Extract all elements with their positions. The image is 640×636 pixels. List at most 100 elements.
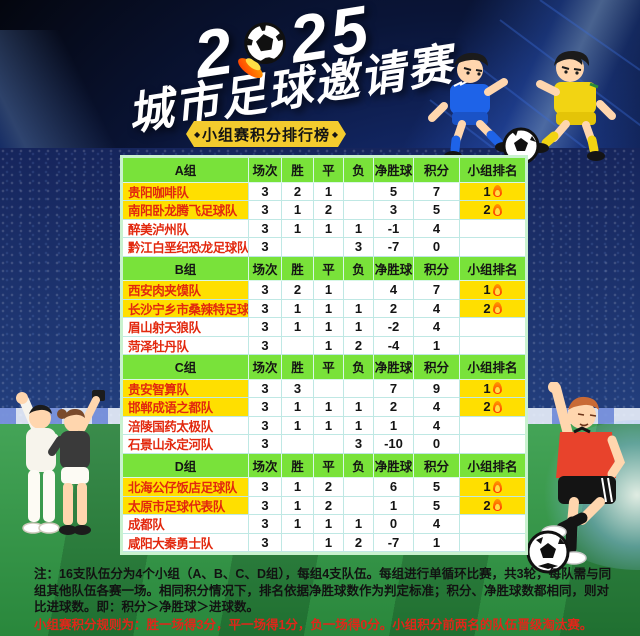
stat-cell: -4 [374, 336, 414, 355]
stat-cell: -10 [374, 435, 414, 454]
stat-cell: 0 [414, 435, 460, 454]
stat-cell: 5 [374, 182, 414, 201]
team-row: 醉美泸州队 3 1 1 1 -1 4 [123, 219, 525, 238]
stat-cell: 4 [414, 299, 460, 318]
stat-cell: 4 [414, 318, 460, 337]
subtitle-banner: ◆ 小组赛积分排行榜 ◆ [186, 121, 346, 147]
soccer-ball-flame-icon [237, 22, 286, 79]
flame-icon [492, 382, 502, 395]
standings-table: A组 场次胜平负净胜球 积分 小组排名 贵阳咖啡队 3 2 1 5 7 1 南阳卧龙腾飞足球队 3 1 2 3… [120, 155, 528, 555]
stat-cell: 3 [249, 238, 282, 257]
stat-cell: 0 [374, 515, 414, 534]
fans-illustration [16, 390, 105, 535]
column-header: 场次 [249, 158, 282, 183]
team-row: 西安肉夹馍队 3 2 1 4 7 1 [123, 281, 525, 300]
stat-cell: 3 [249, 533, 282, 552]
stat-cell: 5 [414, 201, 460, 220]
rank-cell: 1 [460, 182, 525, 201]
stat-cell [314, 238, 344, 257]
team-row: 眉山射天狼队 3 1 1 1 -2 4 [123, 318, 525, 337]
group-name-label: A组 [123, 158, 249, 183]
stat-cell: 9 [414, 379, 460, 398]
scoring-note: 小组赛积分规则为：胜一场得3分，平一场得1分，负一场得0分。小组积分前两名的队伍… [34, 617, 593, 632]
column-header: 净胜球 [374, 158, 414, 183]
stat-cell: 1 [314, 416, 344, 435]
column-header: 净胜球 [374, 355, 414, 380]
group-name-label: B组 [123, 256, 249, 281]
column-header: 积分 [414, 158, 460, 183]
column-header: 负 [344, 453, 374, 478]
group-header-row: A组 场次胜平负净胜球 积分 小组排名 [123, 158, 525, 183]
yellow-player [531, 50, 616, 161]
diamond-icon: ◆ [331, 129, 338, 139]
flame-icon [492, 203, 502, 216]
column-header: 小组排名 [460, 355, 525, 380]
group-name-label: D组 [123, 453, 249, 478]
stat-cell [282, 435, 314, 454]
column-header: 小组排名 [460, 256, 525, 281]
diamond-icon: ◆ [194, 129, 201, 139]
stat-cell: 1 [314, 398, 344, 417]
rank-cell [460, 238, 525, 257]
stat-cell: -1 [374, 219, 414, 238]
rank-cell: 1 [460, 379, 525, 398]
rank-cell: 2 [460, 496, 525, 515]
team-name-cell: 长沙宁乡市桑辣特足球队 [123, 299, 249, 318]
banner-label: 小组赛积分排行榜 [201, 126, 330, 144]
column-header: 平 [314, 256, 344, 281]
stat-cell: 1 [282, 219, 314, 238]
column-header: 平 [314, 355, 344, 380]
red-player [541, 382, 626, 565]
stat-cell [282, 533, 314, 552]
stat-cell: 3 [249, 281, 282, 300]
team-row: 成都队 3 1 1 1 0 4 [123, 515, 525, 534]
stat-cell: 7 [374, 379, 414, 398]
column-header: 负 [344, 158, 374, 183]
rank-cell [460, 318, 525, 337]
stat-cell: 3 [344, 238, 374, 257]
column-header: 胜 [282, 355, 314, 380]
rank-cell [460, 336, 525, 355]
stat-cell: 6 [374, 478, 414, 497]
flame-icon [492, 480, 502, 493]
notes-block: 注：16支队伍分为4个小组（A、B、C、D组），每组4支队伍。每组进行单循环比赛… [34, 566, 620, 633]
team-name-cell: 涪陵国药太极队 [123, 416, 249, 435]
red-player-illustration [526, 382, 626, 574]
team-name-cell: 成都队 [123, 515, 249, 534]
team-name-cell: 邯郸成语之都队 [123, 398, 249, 417]
stat-cell: 1 [344, 515, 374, 534]
stat-cell: 7 [414, 281, 460, 300]
stat-cell: 4 [414, 219, 460, 238]
rank-cell: 2 [460, 201, 525, 220]
stat-cell: 4 [414, 398, 460, 417]
team-name-cell: 北海公仔饭店足球队 [123, 478, 249, 497]
team-row: 南阳卧龙腾飞足球队 3 1 2 3 5 2 [123, 201, 525, 220]
stat-cell: 3 [249, 416, 282, 435]
stat-cell: 1 [314, 515, 344, 534]
team-name-cell: 贵阳咖啡队 [123, 182, 249, 201]
stat-cell: 2 [282, 182, 314, 201]
stat-cell: 1 [344, 299, 374, 318]
stat-cell: 1 [344, 416, 374, 435]
column-header: 积分 [414, 453, 460, 478]
stat-cell: 3 [249, 336, 282, 355]
flame-icon [492, 302, 502, 315]
title-year: 2 25 [60, 0, 506, 110]
team-row: 太原市足球代表队 3 1 2 1 5 2 [123, 496, 525, 515]
team-row: 北海公仔饭店足球队 3 1 2 6 5 1 [123, 478, 525, 497]
poster-title: 2 25 城市足球邀请赛 [60, 0, 511, 148]
stat-cell: 3 [249, 398, 282, 417]
group-header-row: B组 场次胜平负净胜球 积分 小组排名 [123, 256, 525, 281]
rank-cell [460, 515, 525, 534]
stat-cell [344, 379, 374, 398]
team-name-cell: 石景山永定河队 [123, 435, 249, 454]
column-header: 小组排名 [460, 158, 525, 183]
team-name-cell: 南阳卧龙腾飞足球队 [123, 201, 249, 220]
column-header: 小组排名 [460, 453, 525, 478]
stat-cell: 1 [282, 496, 314, 515]
stat-cell: 1 [314, 299, 344, 318]
rank-cell: 2 [460, 299, 525, 318]
column-header: 场次 [249, 256, 282, 281]
team-name-cell: 眉山射天狼队 [123, 318, 249, 337]
stat-cell: 4 [414, 416, 460, 435]
